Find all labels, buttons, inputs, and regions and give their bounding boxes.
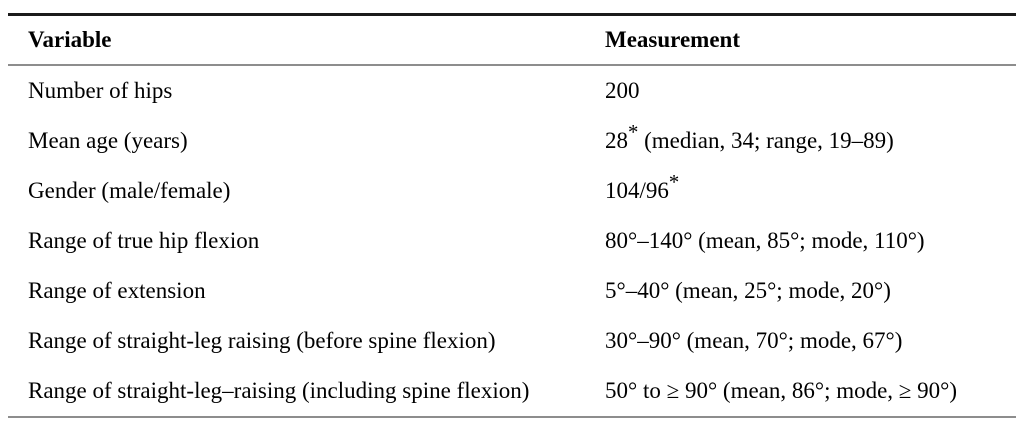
measurement-cell: 50° to ≥ 90° (mean, 86°; mode, ≥ 90°) — [605, 378, 1016, 404]
measurement-cell: 5°–40° (mean, 25°; mode, 20°) — [605, 278, 1016, 304]
variable-cell: Range of extension — [28, 278, 206, 303]
measurement-cell: 104/96* — [605, 172, 1016, 204]
variable-cell: Range of straight-leg raising (before sp… — [28, 328, 496, 353]
measurement-value: 200 — [605, 78, 640, 103]
table-row: Range of straight-leg–raising (including… — [8, 366, 1016, 416]
measurement-value: 5°–40° (mean, 25°; mode, 20°) — [605, 278, 891, 303]
measurements-table: Variable Measurement Number of hips 200 … — [8, 13, 1016, 418]
table-row: Mean age (years) 28* (median, 34; range,… — [8, 116, 1016, 166]
measurement-cell: 30°–90° (mean, 70°; mode, 67°) — [605, 328, 1016, 354]
measurement-cell: 200 — [605, 78, 1016, 104]
table-header-row: Variable Measurement — [8, 16, 1016, 66]
table-row: Gender (male/female) 104/96* — [8, 166, 1016, 216]
variable-cell: Number of hips — [28, 78, 173, 103]
variable-cell: Gender (male/female) — [28, 178, 231, 203]
measurement-cell: 80°–140° (mean, 85°; mode, 110°) — [605, 228, 1016, 254]
table-row: Number of hips 200 — [8, 66, 1016, 116]
variable-cell: Range of true hip flexion — [28, 228, 260, 253]
measurement-note: (median, 34; range, 19–89) — [638, 128, 894, 153]
variable-cell: Mean age (years) — [28, 128, 188, 153]
measurement-value: 104/96 — [605, 178, 669, 203]
footnote-asterisk: * — [668, 171, 680, 194]
measurement-value: 80°–140° (mean, 85°; mode, 110°) — [605, 228, 925, 253]
table-row: Range of straight-leg raising (before sp… — [8, 316, 1016, 366]
variable-cell: Range of straight-leg–raising (including… — [28, 378, 530, 403]
table-row: Range of extension 5°–40° (mean, 25°; mo… — [8, 266, 1016, 316]
measurement-value: 30°–90° (mean, 70°; mode, 67°) — [605, 328, 903, 353]
column-header-variable: Variable — [28, 27, 112, 52]
measurement-cell: 28* (median, 34; range, 19–89) — [605, 122, 1016, 154]
measurement-value: 50° to ≥ 90° (mean, 86°; mode, ≥ 90°) — [605, 378, 958, 403]
footnote-asterisk: * — [628, 121, 639, 144]
column-header-measurement: Measurement — [605, 27, 740, 52]
table-row: Range of true hip flexion 80°–140° (mean… — [8, 216, 1016, 266]
measurement-value: 28 — [605, 128, 628, 153]
